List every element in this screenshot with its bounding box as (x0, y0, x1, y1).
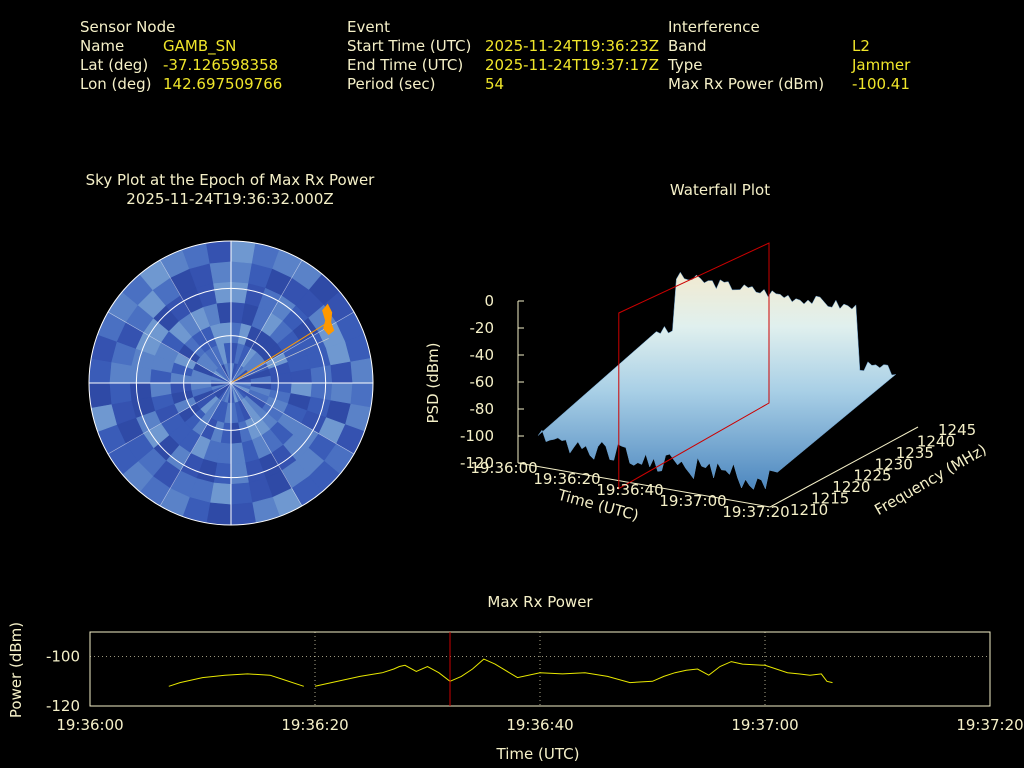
max-power-x-ticks: 19:36:00 19:36:20 19:36:40 19:37:00 19:37:20 (56, 716, 1023, 734)
waterfall-z-tick-label: -80 (470, 400, 495, 418)
max-power-x-tick-label: 19:37:20 (956, 716, 1023, 734)
max-power-grid (90, 632, 990, 706)
waterfall-z-tick-label: -60 (470, 373, 495, 391)
max-power-x-tick-label: 19:36:00 (56, 716, 123, 734)
waterfall-x-tick-label: 19:36:00 (470, 459, 537, 477)
waterfall-x-tick-label: 19:37:20 (722, 503, 789, 521)
sensor-lat-value: -37.126598358 (163, 56, 279, 74)
waterfall-x-tick-label: 19:37:00 (659, 492, 726, 510)
max-power-xlabel: Time (UTC) (496, 745, 580, 763)
sky-plot-cell (209, 260, 232, 284)
jammer-direction (230, 303, 335, 384)
waterfall-z-tick-label: -100 (460, 427, 494, 445)
sky-plot (88, 240, 374, 526)
sky-plot-cell (108, 382, 132, 405)
sky-plot-cell (230, 241, 257, 264)
max-power-y-tick-label: -100 (46, 648, 80, 666)
max-power-ylabel: Power (dBm) (7, 622, 25, 718)
waterfall-y-tick-label: 1245 (938, 421, 976, 439)
sensor-name-value: GAMB_SN (163, 37, 237, 55)
sensor-heading: Sensor Node (80, 18, 176, 36)
event-end-value: 2025-11-24T19:37:17Z (485, 56, 659, 74)
max-power-y-ticks: -100 -120 (46, 648, 80, 715)
jammer-marker (322, 303, 335, 336)
interference-power-label: Max Rx Power (dBm) (668, 75, 825, 93)
waterfall-base-axis (769, 426, 919, 508)
sky-plot-cell (89, 357, 112, 384)
waterfall-epoch-marker (618, 242, 770, 490)
waterfall-x-tick-label: 19:36:20 (533, 470, 600, 488)
waterfall-y-tick-label: 1230 (875, 455, 913, 473)
waterfall-y-tick-label: 1240 (917, 432, 955, 450)
sky-plot-cell (230, 482, 253, 506)
interference-band-label: Band (668, 37, 707, 55)
sky-plot-cell (350, 357, 373, 384)
max-power-x-tick-label: 19:36:40 (506, 716, 573, 734)
sensor-lat-label: Lat (deg) (80, 56, 149, 74)
max-power-title: Max Rx Power (487, 593, 593, 611)
jammer-bearing-line (230, 324, 325, 384)
sensor-lon-value: 142.697509766 (163, 75, 283, 93)
sky-plot-cell (350, 382, 373, 409)
sensor-name-label: Name (80, 37, 125, 55)
waterfall-z-tick-label: -40 (470, 346, 495, 364)
sky-plot-cell (330, 361, 354, 384)
max-power-x-tick-label: 19:37:00 (731, 716, 798, 734)
event-end-label: End Time (UTC) (347, 56, 464, 74)
sky-plot-title-line2: 2025-11-24T19:36:32.000Z (126, 190, 334, 208)
max-power-chart: -100 -120 19:36:00 19:36:20 19:36:40 19:37:0… (7, 622, 1024, 763)
event-start-value: 2025-11-24T19:36:23Z (485, 37, 659, 55)
waterfall-base-axis (517, 462, 771, 508)
event-heading: Event (347, 18, 390, 36)
event-period-label: Period (sec) (347, 75, 436, 93)
interference-type-value: Jammer (852, 56, 911, 74)
waterfall-y-tick-label: 1235 (896, 444, 934, 462)
sky-plot-cell (230, 502, 257, 525)
waterfall-z-tick-label: -120 (460, 454, 494, 472)
waterfall-z-ticks: 0 -20 -40 -60 -80 -100 -120 (460, 292, 524, 472)
waterfall-z-tick-label: -20 (470, 319, 495, 337)
event-period-value: 54 (485, 75, 505, 93)
waterfall-z-tick-label: 0 (484, 292, 494, 310)
interference-band-value: L2 (852, 37, 870, 55)
waterfall-title: Waterfall Plot (669, 181, 771, 199)
interference-heading: Interference (668, 18, 760, 36)
event-start-label: Start Time (UTC) (347, 37, 472, 55)
waterfall-y-tick-label: 1225 (853, 467, 891, 485)
waterfall-y-tick-label: 1210 (790, 501, 828, 519)
sky-plot-cell (89, 382, 112, 409)
interference-power-value: -100.41 (852, 75, 910, 93)
jammer-bearing-line (230, 338, 329, 384)
sensor-lon-label: Lon (deg) (80, 75, 152, 93)
max-power-y-tick-label: -120 (46, 697, 80, 715)
waterfall-y-tick-label: 1215 (811, 490, 849, 508)
waterfall-plot: 0-20-40-60-80-100-120 19:36:0019:36:2019… (424, 242, 990, 525)
waterfall-x-tick-label: 19:36:40 (596, 481, 663, 499)
waterfall-y-tick-label: 1220 (832, 478, 870, 496)
waterfall-zlabel: PSD (dBm) (424, 342, 442, 423)
waterfall-surface (537, 271, 897, 490)
interference-type-label: Type (668, 56, 703, 74)
sky-plot-cell (205, 241, 232, 264)
max-power-x-tick-label: 19:36:20 (281, 716, 348, 734)
max-power-trace (168, 658, 833, 687)
sky-plot-title-line1: Sky Plot at the Epoch of Max Rx Power (85, 171, 375, 189)
sky-plot-title: Sky Plot at the Epoch of Max Rx Power 20… (55, 171, 405, 209)
sky-plot-cell (205, 502, 232, 525)
